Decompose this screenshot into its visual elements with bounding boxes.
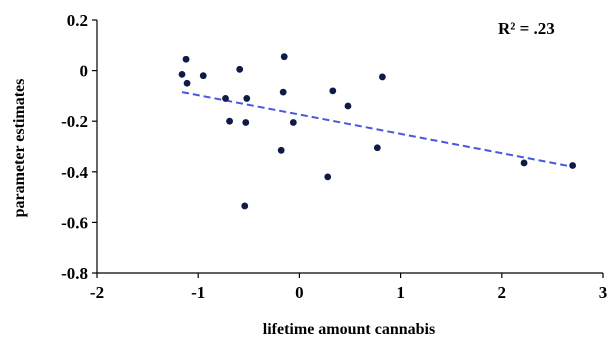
- data-point: [280, 53, 288, 61]
- data-point: [324, 173, 332, 181]
- x-tick-label: 3: [599, 283, 608, 302]
- data-point: [222, 95, 229, 102]
- x-axis-ticks: -2 -1 0 1 2 3: [90, 273, 607, 302]
- data-point: [279, 88, 287, 96]
- data-point: [236, 65, 244, 73]
- data-point: [243, 95, 251, 102]
- x-tick-label: 1: [396, 283, 405, 302]
- data-point: [520, 159, 528, 167]
- x-tick-label: -1: [191, 283, 205, 302]
- data-point: [289, 119, 297, 126]
- data-point: [241, 202, 249, 210]
- y-tick-label: 0: [80, 62, 89, 81]
- data-point: [182, 55, 190, 63]
- y-tick-label: -0.4: [61, 163, 88, 182]
- y-tick-label: -0.2: [61, 112, 88, 131]
- y-tick-label: -0.6: [61, 213, 88, 232]
- trend-line: [181, 91, 573, 168]
- x-tick-label: -2: [90, 283, 104, 302]
- y-axis-label: parameter estimates: [11, 79, 28, 218]
- data-points: [178, 53, 577, 210]
- y-axis-ticks: -0.8 -0.6 -0.4 -0.2 0 0.2: [61, 11, 97, 283]
- data-point: [178, 70, 186, 78]
- x-tick-label: 2: [498, 283, 507, 302]
- data-point: [569, 162, 577, 169]
- data-point: [277, 146, 285, 154]
- x-axis-label: lifetime amount cannabis: [263, 321, 435, 338]
- data-point: [373, 144, 381, 152]
- data-point: [242, 119, 250, 126]
- data-point: [329, 87, 337, 95]
- x-tick-label: 0: [295, 283, 304, 302]
- data-point: [378, 73, 386, 81]
- data-point: [183, 79, 191, 87]
- data-point: [199, 72, 207, 80]
- y-tick-label: -0.8: [61, 264, 88, 283]
- r-squared-annotation: R² = .23: [498, 19, 555, 38]
- y-tick-label: 0.2: [67, 11, 88, 30]
- data-point: [344, 102, 352, 110]
- data-point: [226, 117, 233, 125]
